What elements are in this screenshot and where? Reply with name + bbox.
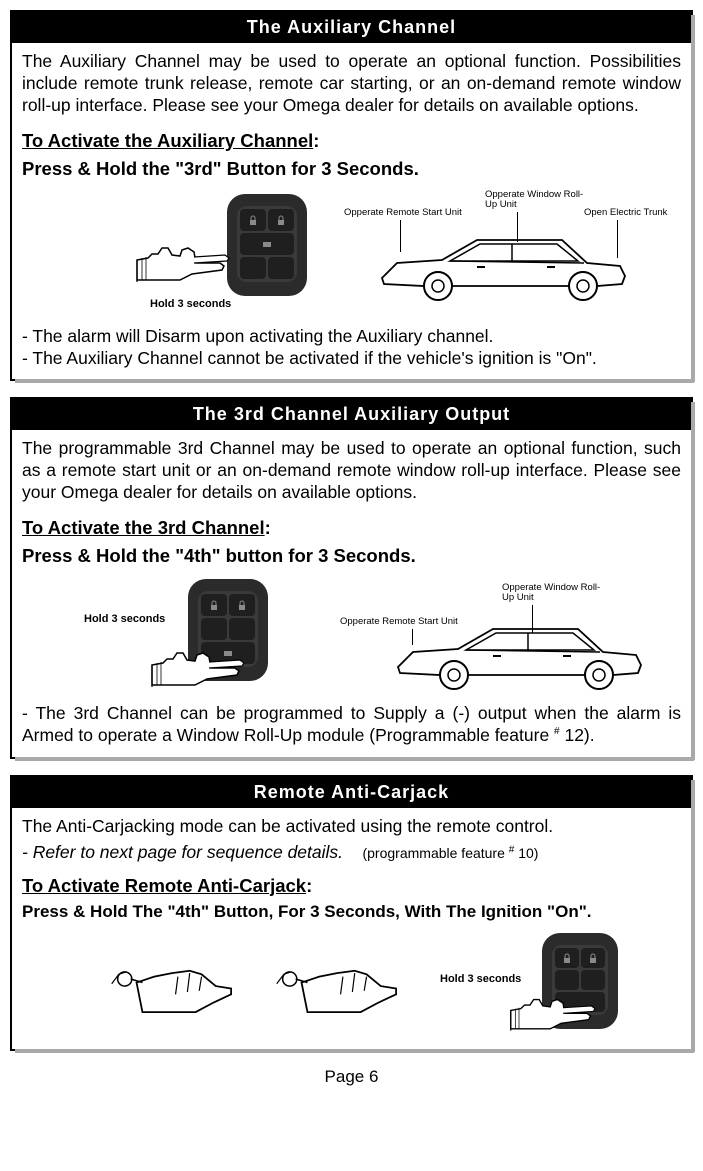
instr-quoted: "3rd" [175,158,221,179]
line2-italic: - Refer to next page for sequence detail… [22,842,343,862]
line2-sm-post: 10) [514,845,538,861]
btn6-icon [268,257,294,279]
subheading-line: To Activate the 3rd Channel: [22,516,681,540]
section-anti-carjack: Remote Anti-Carjack The Anti-Carjacking … [10,775,693,1051]
op-window-rollup: Opperate Window Roll-Up Unit [502,583,602,604]
hand-graphic [142,635,252,701]
note-1: - The 3rd Channel can be programmed to S… [22,703,681,747]
lock-icon [240,209,266,231]
remote-graphic [227,194,307,296]
hold-label: Hold 3 seconds [84,613,165,627]
instruction: Press & Hold The "4th" Button, For 3 Sec… [22,901,681,922]
unlock-icon [268,209,294,231]
note-2: - The Auxiliary Channel cannot be activa… [22,348,681,370]
lock-icon [201,594,227,616]
note-post: 12). [560,725,595,745]
subheading: To Activate Remote Anti-Carjack [22,875,306,896]
key-hand-1 [107,953,237,1024]
lock-icon [555,948,579,968]
instr-quoted: "4th" [175,545,220,566]
line2: - Refer to next page for sequence detail… [22,842,681,864]
paragraph: The programmable 3rd Channel may be used… [22,438,681,504]
section-auxiliary-channel: The Auxiliary Channel The Auxiliary Chan… [10,10,693,381]
section-title: The 3rd Channel Auxiliary Output [12,399,691,430]
line1: The Anti-Carjacking mode can be activate… [22,816,681,838]
subheading: To Activate the Auxiliary Channel [22,130,313,151]
diagram-anti-carjack: Hold 3 seconds [22,933,681,1033]
diagram-aux-channel: Hold 3 seconds Opperate Remote Start Uni… [22,190,681,320]
section-body: The Anti-Carjacking mode can be activate… [12,808,691,1049]
page-number: Page 6 [10,1067,693,1087]
btn5-icon [240,257,266,279]
instr-post: Button for 3 Seconds. [222,158,419,179]
subheading-line: To Activate Remote Anti-Carjack: [22,874,681,898]
op-remote-start: Opperate Remote Start Unit [344,208,464,218]
unlock-icon [229,594,255,616]
line2-sm-pre: (programmable feature [362,845,508,861]
unlock-icon [581,948,605,968]
note-1: - The alarm will Disarm upon activating … [22,326,681,348]
subheading-line: To Activate the Auxiliary Channel: [22,129,681,153]
section-title: Remote Anti-Carjack [12,777,691,808]
instr-post: button for 3 Seconds. [220,545,415,566]
op-remote-start: Opperate Remote Start Unit [340,617,460,627]
btn3-icon [240,233,294,255]
diagram-3rd-channel: Hold 3 seconds Opperate Remote Start Uni… [22,577,681,697]
hand-graphic [127,230,237,296]
op-trunk: Open Electric Trunk [584,208,674,218]
op-window-rollup: Opperate Window Roll-Up Unit [485,190,585,211]
instruction: Press & Hold the "3rd" Button for 3 Seco… [22,157,681,180]
paragraph: The Auxiliary Channel may be used to ope… [22,51,681,117]
section-body: The Auxiliary Channel may be used to ope… [12,43,691,379]
key-hand-2 [272,953,402,1024]
instr-pre: Press & Hold the [22,545,175,566]
instr-pre: Press & Hold the [22,158,175,179]
section-body: The programmable 3rd Channel may be used… [12,430,691,756]
hold-label: Hold 3 seconds [150,298,231,312]
section-3rd-channel: The 3rd Channel Auxiliary Output The pro… [10,397,693,758]
section-title: The Auxiliary Channel [12,12,691,43]
car-graphic [362,218,642,314]
subheading: To Activate the 3rd Channel [22,517,265,538]
hand-graphic [502,983,602,1044]
instruction: Press & Hold the "4th" button for 3 Seco… [22,544,681,567]
line2-small: (programmable feature # 10) [362,845,538,861]
